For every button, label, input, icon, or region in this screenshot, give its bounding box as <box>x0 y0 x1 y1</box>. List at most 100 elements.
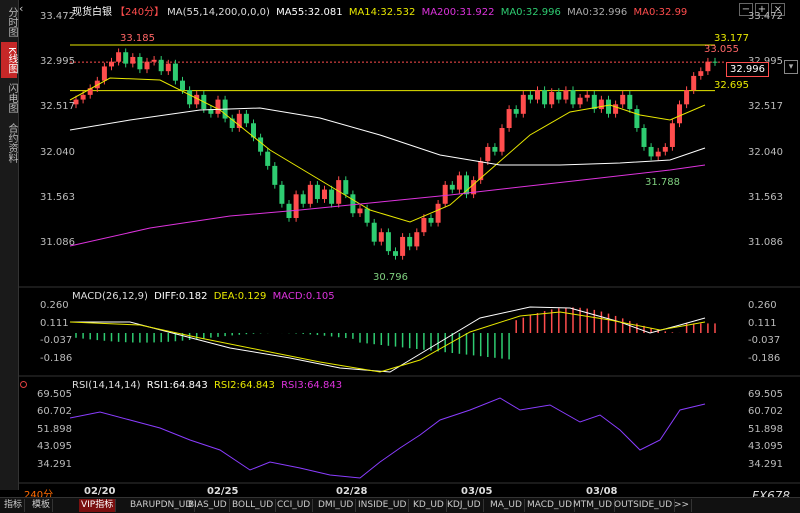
current-price-tag: 32.996 <box>726 62 769 77</box>
tab-kd[interactable]: KD_UD <box>411 499 447 512</box>
tab-barupdn[interactable]: BARUPDN_UD <box>128 499 196 512</box>
lower-line-label: 32.695 <box>714 80 749 91</box>
tab-outside[interactable]: OUTSIDE_UD <box>612 499 676 512</box>
zoom-in-icon[interactable]: + <box>755 3 769 16</box>
ma55-value: MA55:32.081 <box>276 7 343 18</box>
candle-body <box>279 184 285 204</box>
left-sidebar: 分时图 K线图 闪电图 合约资料 <box>0 0 19 490</box>
candle-body <box>677 104 682 124</box>
candle-body <box>165 63 171 72</box>
tab-dmi[interactable]: DMI_UD <box>316 499 357 512</box>
candle-body <box>371 222 377 242</box>
price-tag-menu-icon[interactable]: ▾ <box>784 60 798 74</box>
tab-indicators[interactable]: 指标 <box>2 499 26 512</box>
rsi-tick: 51.898 <box>748 424 783 435</box>
candle-body <box>627 94 633 110</box>
macd-value: MACD:0.105 <box>272 291 335 302</box>
tab-kline[interactable]: K线图 <box>1 42 17 78</box>
back-arrow-icon[interactable]: ‹ <box>19 2 24 15</box>
candle-body <box>655 151 661 157</box>
candle-body <box>400 236 406 256</box>
macd-tick: 0.260 <box>748 300 777 311</box>
candle-body <box>172 63 178 81</box>
ma200-line <box>69 164 706 247</box>
low-annotation: 30.796 <box>373 272 408 283</box>
candle-body <box>535 90 540 100</box>
period-indicator[interactable]: 240分 <box>24 490 54 501</box>
candle-body <box>73 99 79 105</box>
ma0-b-value: MA0:32.996 <box>567 7 628 18</box>
macd-tick: -0.186 <box>748 353 781 364</box>
tab-mtm[interactable]: MTM_UD <box>571 499 616 512</box>
tab-bias[interactable]: BIAS_UD <box>186 499 230 512</box>
candle-body <box>620 94 626 105</box>
tab-timeshare[interactable]: 分时图 <box>6 7 17 37</box>
candle-body <box>123 52 129 64</box>
rsi-tick: 69.505 <box>37 389 72 400</box>
main-legend: 现货白银 【240分】 MA(55,14,200,0,0,0) MA55:32.08… <box>72 3 690 18</box>
candle-body <box>520 94 526 114</box>
left-price-tick: 32.517 <box>40 101 75 112</box>
candle-body <box>542 90 548 105</box>
candle-body <box>591 94 597 110</box>
candle-body <box>669 123 675 147</box>
ma0-a-value: MA0:32.996 <box>500 7 561 18</box>
tab-kdj[interactable]: KDJ_UD <box>445 499 484 512</box>
left-price-tick: 32.995 <box>40 56 75 67</box>
rsi-line <box>69 397 706 479</box>
zoom-out-icon[interactable]: − <box>739 3 753 16</box>
tab-inside[interactable]: INSIDE_UD <box>356 499 410 512</box>
candle-body <box>712 61 718 63</box>
tab-ma[interactable]: MA_UD <box>488 499 525 512</box>
candle-body <box>499 128 505 152</box>
rsi-tick: 43.095 <box>37 441 72 452</box>
close-icon[interactable]: × <box>771 3 785 16</box>
macd-tick: -0.186 <box>40 353 73 364</box>
tab-templates[interactable]: 模板 <box>30 499 54 512</box>
tab-cci[interactable]: CCI_UD <box>275 499 314 512</box>
macd-tick: -0.037 <box>748 335 781 346</box>
candle-body <box>641 128 647 147</box>
rsi-title: RSI(14,14,14) <box>72 380 141 391</box>
rsi-tick: 60.702 <box>748 406 783 417</box>
tab-contract-info[interactable]: 合约资料 <box>6 123 17 163</box>
last-high-annotation: 33.055 <box>704 44 739 55</box>
tab-flash-chart[interactable]: 闪电图 <box>6 83 17 113</box>
right-price-tick: 32.517 <box>748 101 783 112</box>
candle-body <box>527 94 533 100</box>
candle-body <box>471 180 477 195</box>
candle-body <box>634 109 640 129</box>
macd-tick: -0.037 <box>40 335 73 346</box>
candle-body <box>549 92 555 105</box>
date-label: 02/25 <box>207 486 239 497</box>
tab-boll[interactable]: BOLL_UD <box>230 499 277 512</box>
candle-body <box>598 99 604 110</box>
candle-body <box>158 59 164 72</box>
period-label: 【240分】 <box>115 7 165 18</box>
macd-dea-line <box>69 311 706 373</box>
candle-body <box>563 90 569 100</box>
tab-more[interactable]: >> <box>672 499 693 512</box>
candle-body <box>307 184 313 204</box>
candle-body <box>584 94 590 98</box>
candle-body <box>322 189 327 200</box>
candle-body <box>506 109 512 129</box>
rsi-tick: 34.291 <box>748 459 783 470</box>
tab-macd[interactable]: MACD_UD <box>525 499 575 512</box>
candle-body <box>336 180 342 204</box>
high-annotation: 33.185 <box>120 33 155 44</box>
macd-diff: DIFF:0.182 <box>154 291 208 302</box>
candle-body <box>577 97 583 105</box>
macd-title: MACD(26,12,9) <box>72 291 148 302</box>
ma14-line <box>69 77 706 223</box>
candle-body <box>357 208 363 214</box>
candle-body <box>485 146 491 162</box>
tab-vip-indicators[interactable]: VIP指标 <box>79 499 117 512</box>
date-label: 02/28 <box>336 486 368 497</box>
date-label: 03/05 <box>461 486 493 497</box>
indicator-dot-icon[interactable] <box>20 381 27 388</box>
candle-body <box>464 175 469 195</box>
left-price-tick: 31.086 <box>40 237 75 248</box>
ma14-value: MA14:32.532 <box>348 7 416 18</box>
